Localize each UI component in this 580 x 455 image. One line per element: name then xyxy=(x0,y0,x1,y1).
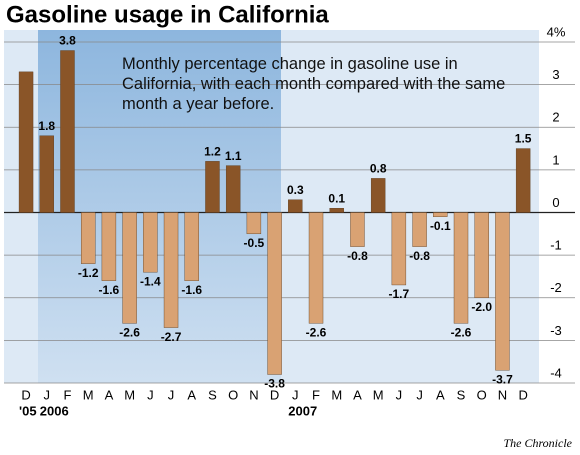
bar xyxy=(184,212,199,281)
bar xyxy=(246,212,262,235)
bar xyxy=(433,212,448,217)
year-label: '05 xyxy=(19,403,37,418)
x-tick-label: J xyxy=(416,387,423,402)
x-tick-label: O xyxy=(228,387,238,402)
y-tick-label: -1 xyxy=(550,238,562,253)
value-label: 0.1 xyxy=(328,191,345,205)
x-tick-label: S xyxy=(457,387,466,402)
value-label: -2.6 xyxy=(119,325,140,339)
value-label: 1.1 xyxy=(225,149,242,163)
value-label: -2.6 xyxy=(306,325,327,339)
x-tick-label: J xyxy=(44,387,51,402)
value-label: -2.0 xyxy=(471,300,492,314)
value-label: -2.6 xyxy=(451,325,472,339)
bar xyxy=(329,208,344,213)
y-tick-label: 1 xyxy=(552,152,559,167)
bar xyxy=(80,212,96,264)
bar xyxy=(288,199,303,213)
y-tick-label: 0 xyxy=(552,195,559,210)
x-tick-label: J xyxy=(147,387,154,402)
x-tick-label: F xyxy=(312,387,320,402)
bar xyxy=(474,212,489,298)
bar xyxy=(60,50,75,213)
bar xyxy=(412,212,427,247)
bar xyxy=(391,212,407,286)
x-tick-label: M xyxy=(373,387,384,402)
bar xyxy=(515,148,531,213)
y-tick-label: 4% xyxy=(547,24,566,39)
value-label: -0.1 xyxy=(430,219,451,233)
year-label: 2007 xyxy=(288,403,317,418)
y-tick-label: 2 xyxy=(552,110,559,125)
value-label: -0.8 xyxy=(409,249,430,263)
x-tick-label: D xyxy=(21,387,30,402)
x-tick-label: A xyxy=(353,387,362,402)
bar xyxy=(122,212,137,324)
x-tick-label: D xyxy=(270,387,279,402)
value-label: 1.2 xyxy=(204,145,221,159)
annotation: Monthly percentage change in gasoline us… xyxy=(122,55,506,113)
value-label: -1.6 xyxy=(181,283,202,297)
value-label: -1.4 xyxy=(140,274,161,288)
x-tick-label: M xyxy=(331,387,342,402)
x-tick-label: M xyxy=(124,387,135,402)
y-tick-label: -2 xyxy=(550,280,562,295)
value-label: -1.7 xyxy=(389,287,410,301)
x-tick-label: N xyxy=(249,387,258,402)
value-label: 1.5 xyxy=(515,132,532,146)
bar xyxy=(18,71,34,213)
bar xyxy=(308,212,324,324)
bar xyxy=(101,212,117,281)
bar xyxy=(205,161,220,213)
bar xyxy=(39,135,54,213)
bar xyxy=(225,165,241,213)
bar xyxy=(370,178,386,213)
bar xyxy=(495,212,510,371)
bar xyxy=(143,212,158,273)
x-tick-label: O xyxy=(477,387,487,402)
x-tick-label: J xyxy=(168,387,175,402)
chart-title: Gasoline usage in California xyxy=(6,1,329,28)
x-tick-label: A xyxy=(187,387,196,402)
x-tick-label: A xyxy=(105,387,114,402)
value-label: 1.8 xyxy=(38,119,55,133)
value-label: 0.8 xyxy=(370,162,387,176)
x-tick-label: N xyxy=(498,387,507,402)
y-tick-label: 3 xyxy=(552,67,559,82)
value-label: -2.7 xyxy=(161,330,182,344)
bar xyxy=(163,212,179,328)
value-label: -1.6 xyxy=(99,283,120,297)
value-label: -1.2 xyxy=(78,266,99,280)
x-tick-label: A xyxy=(436,387,445,402)
bar xyxy=(267,212,282,375)
x-tick-label: J xyxy=(292,387,299,402)
bar xyxy=(350,212,365,247)
x-tick-label: D xyxy=(518,387,527,402)
y-tick-label: -4 xyxy=(550,365,562,380)
x-tick-label: J xyxy=(396,387,403,402)
x-tick-label: M xyxy=(83,387,94,402)
bar xyxy=(453,212,469,324)
value-label: -3.7 xyxy=(492,372,513,386)
y-tick-label: -3 xyxy=(550,323,562,338)
year-label: 2006 xyxy=(40,403,69,418)
year-highlight xyxy=(38,30,281,383)
value-label: -3.8 xyxy=(264,377,285,391)
value-label: -0.8 xyxy=(347,249,368,263)
source: The Chronicle xyxy=(503,436,572,450)
x-tick-label: F xyxy=(64,387,72,402)
x-tick-label: S xyxy=(208,387,217,402)
value-label: 3.8 xyxy=(59,34,76,48)
value-label: 0.3 xyxy=(287,183,304,197)
value-label: -0.5 xyxy=(244,236,265,250)
